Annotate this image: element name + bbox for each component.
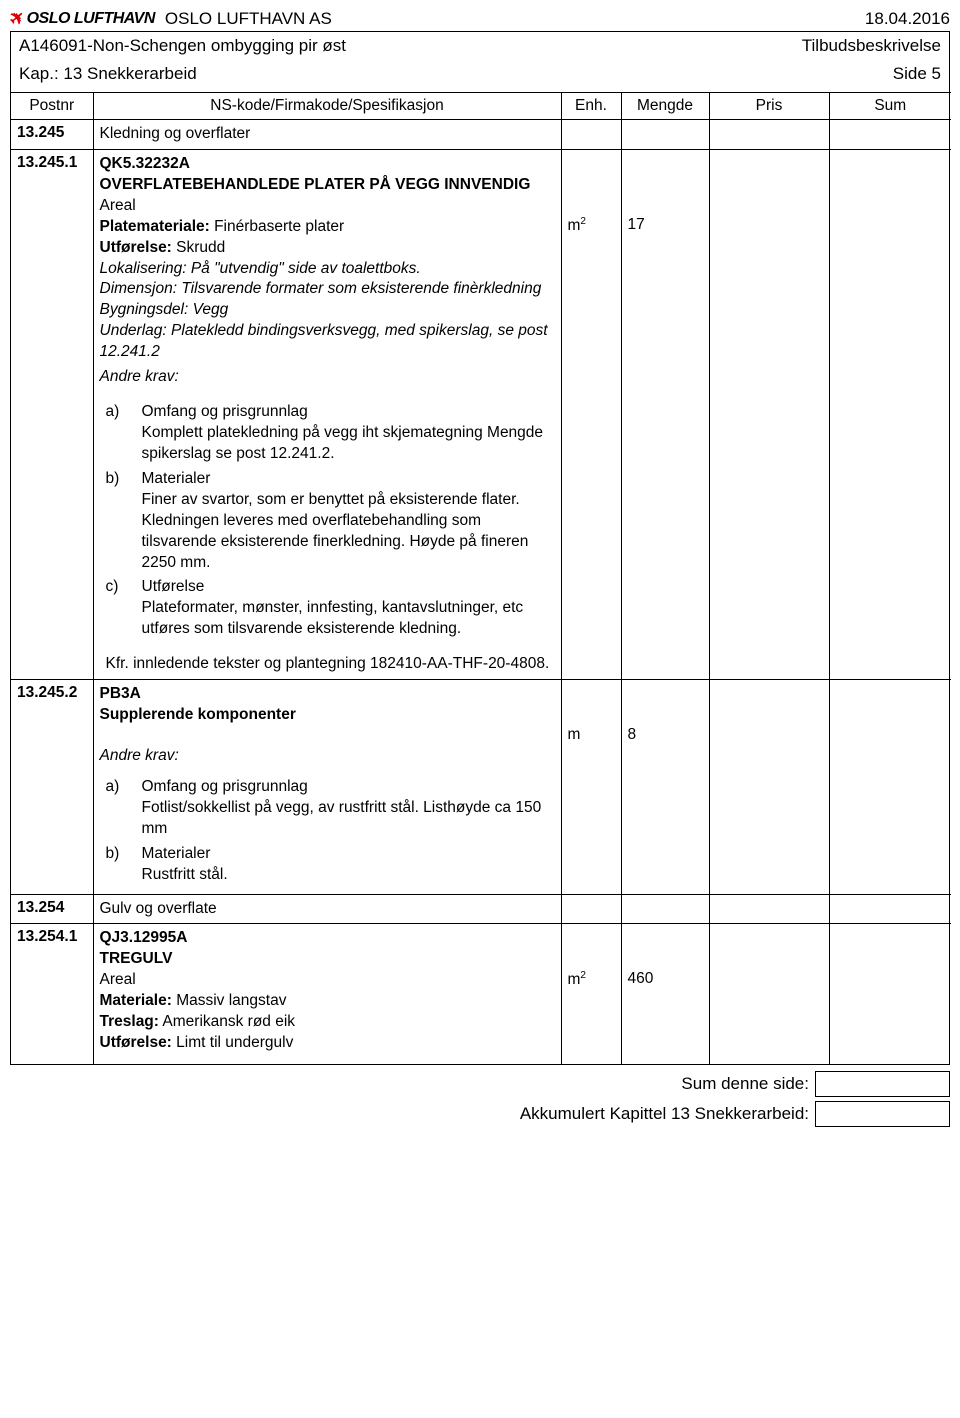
postnr-cell: 13.254.1: [11, 924, 93, 1064]
mengde-cell: 460: [621, 924, 709, 1064]
enh-cell: [561, 120, 621, 150]
page-number: Side 5: [893, 64, 941, 84]
mengde-cell: [621, 120, 709, 150]
sum-page-box: [815, 1071, 950, 1097]
sum-cell: [829, 680, 951, 894]
col-pris: Pris: [709, 93, 829, 120]
document-date: 18.04.2016: [865, 9, 950, 29]
item-heading: TREGULV: [100, 949, 555, 970]
item-heading: Supplerende komponenter: [100, 705, 555, 726]
col-mengde: Mengde: [621, 93, 709, 120]
postnr-cell: 13.245.2: [11, 680, 93, 894]
spec-cell: QK5.32232A OVERFLATEBEHANDLEDE PLATER PÅ…: [93, 149, 561, 679]
andre-krav: Andre krav:: [100, 746, 555, 767]
col-sum: Sum: [829, 93, 951, 120]
pris-cell: [709, 924, 829, 1064]
table-row: 13.245 Kledning og overflater: [11, 120, 951, 150]
sum-cell: [829, 120, 951, 150]
col-postnr: Postnr: [11, 93, 93, 120]
mengde-cell: 17: [621, 149, 709, 679]
section-title: Gulv og overflate: [100, 900, 217, 917]
accumulated-box: [815, 1101, 950, 1127]
top-bar: ✈ OSLO LUFTHAVN OSLO LUFTHAVN AS 18.04.2…: [10, 8, 950, 29]
table-row: 13.245.1 QK5.32232A OVERFLATEBEHANDLEDE …: [11, 149, 951, 679]
item-heading: OVERFLATEBEHANDLEDE PLATER PÅ VEGG INNVE…: [100, 175, 555, 196]
sum-page-label: Sum denne side:: [681, 1074, 809, 1094]
spec-cell: Kledning og overflater: [93, 120, 561, 150]
table-row: 13.254.1 QJ3.12995A TREGULV Areal Materi…: [11, 924, 951, 1064]
table-row: 13.245.2 PB3A Supplerende komponenter An…: [11, 680, 951, 894]
enh-cell: m: [561, 680, 621, 894]
spec-cell: PB3A Supplerende komponenter Andre krav:…: [93, 680, 561, 894]
enh-cell: m2: [561, 149, 621, 679]
sum-cell: [829, 894, 951, 924]
item-code: QJ3.12995A: [100, 928, 555, 949]
pris-cell: [709, 894, 829, 924]
kfr-note: Kfr. innledende tekster og plantegning 1…: [132, 654, 555, 675]
pris-cell: [709, 680, 829, 894]
logo-text: OSLO LUFTHAVN: [27, 10, 155, 28]
enh-cell: m2: [561, 924, 621, 1064]
areal-label: Areal: [100, 196, 555, 217]
postnr-cell: 13.254: [11, 894, 93, 924]
project-title: A146091-Non-Schengen ombygging pir øst: [19, 36, 346, 56]
document-type: Tilbudsbeskrivelse: [802, 36, 941, 56]
postnr-cell: 13.245: [11, 120, 93, 150]
mengde-cell: 8: [621, 680, 709, 894]
logo: ✈ OSLO LUFTHAVN: [10, 8, 155, 29]
pris-cell: [709, 149, 829, 679]
table-row: 13.254 Gulv og overflate: [11, 894, 951, 924]
sum-cell: [829, 924, 951, 1064]
requirements-list: a)Omfang og prisgrunnlagFotlist/sokkelli…: [106, 777, 555, 886]
page-footer: Sum denne side: Akkumulert Kapittel 13 S…: [10, 1071, 950, 1127]
areal-label: Areal: [100, 970, 555, 991]
chapter-label: Kap.: 13 Snekkerarbeid: [19, 64, 197, 84]
mengde-cell: [621, 894, 709, 924]
postnr-cell: 13.245.1: [11, 149, 93, 679]
item-code: PB3A: [100, 684, 555, 705]
sum-cell: [829, 149, 951, 679]
owner-name: OSLO LUFTHAVN AS: [165, 9, 332, 29]
item-code: QK5.32232A: [100, 154, 555, 175]
accumulated-label: Akkumulert Kapittel 13 Snekkerarbeid:: [520, 1104, 809, 1124]
enh-cell: [561, 894, 621, 924]
pris-cell: [709, 120, 829, 150]
table-header-row: Postnr NS-kode/Firmakode/Spesifikasjon E…: [11, 93, 951, 120]
spec-cell: Gulv og overflate: [93, 894, 561, 924]
spec-cell: QJ3.12995A TREGULV Areal Materiale: Mass…: [93, 924, 561, 1064]
requirements-list: a)Omfang og prisgrunnlagKomplett platekl…: [106, 402, 555, 640]
section-title: Kledning og overflater: [100, 125, 251, 142]
col-spec: NS-kode/Firmakode/Spesifikasjon: [93, 93, 561, 120]
col-enh: Enh.: [561, 93, 621, 120]
spec-table: Postnr NS-kode/Firmakode/Spesifikasjon E…: [11, 92, 951, 1064]
andre-krav: Andre krav:: [100, 367, 555, 388]
document-frame: A146091-Non-Schengen ombygging pir øst T…: [10, 31, 950, 1065]
